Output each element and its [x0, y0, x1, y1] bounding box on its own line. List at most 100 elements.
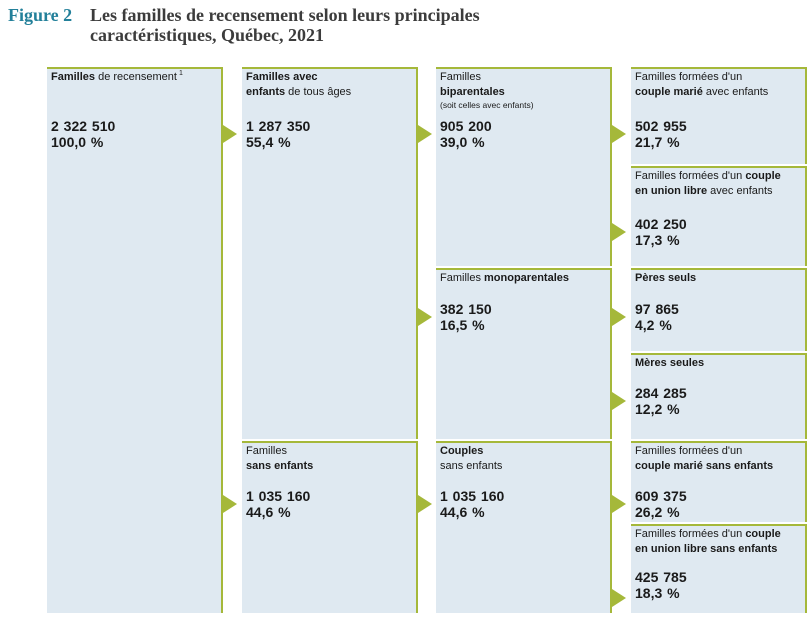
- label-line: Couples: [440, 444, 502, 459]
- label-line: Familles: [440, 70, 534, 85]
- label-bold-text: enfants: [246, 86, 286, 98]
- label-bold-text: monoparentales: [484, 272, 569, 284]
- node-count: 2 322 510: [51, 118, 116, 134]
- node-percent: 44,6 %: [246, 504, 291, 520]
- arrow-right-icon: [418, 125, 432, 143]
- label-text: Familles: [246, 445, 287, 457]
- label-line: couple marié avec enfants: [635, 85, 768, 100]
- arrow-right-icon: [612, 589, 626, 607]
- label-bold-text: couple: [745, 528, 781, 540]
- node-lone-fathers: Pères seuls 97 865 4,2 %: [631, 268, 807, 351]
- label-line: couple marié sans enfants: [635, 459, 773, 474]
- label-line: Familles monoparentales: [440, 271, 569, 286]
- node-label: Familles formées d'un couple en union li…: [635, 527, 781, 557]
- label-text: Familles formées d'un: [635, 528, 746, 540]
- node-percent: 100,0 %: [51, 134, 104, 150]
- node-label: Pères seuls: [635, 271, 696, 286]
- node-values: 284 285 12,2 %: [635, 385, 687, 417]
- node-label: Familles de recensement 1: [51, 70, 183, 85]
- label-line: Familles formées d'un couple: [635, 527, 781, 542]
- label-text: Familles formées d'un: [635, 71, 743, 83]
- footnote-marker: 1: [178, 70, 183, 78]
- label-line: Mères seules: [635, 356, 704, 371]
- label-bold-text: Familles: [51, 71, 96, 83]
- arrow-right-icon: [223, 495, 237, 513]
- node-without-children: Familles sans enfants 1 035 160 44,6 %: [242, 441, 418, 613]
- node-percent: 55,4 %: [246, 134, 291, 150]
- label-bold-text: Familles avec: [246, 71, 318, 83]
- node-count: 425 785: [635, 569, 687, 585]
- label-line: Familles formées d'un couple: [635, 169, 781, 184]
- node-lone-mothers: Mères seules 284 285 12,2 %: [631, 353, 807, 439]
- label-text: Familles: [440, 272, 485, 284]
- node-label: Mères seules: [635, 356, 704, 371]
- label-text: avec enfants: [702, 86, 769, 98]
- node-married-no-children: Familles formées d'un couple marié sans …: [631, 441, 807, 522]
- label-text: de recensement: [95, 71, 177, 83]
- node-percent: 4,2 %: [635, 317, 672, 333]
- node-percent: 21,7 %: [635, 134, 680, 150]
- arrow-right-icon: [612, 495, 626, 513]
- label-bold-text: couple marié sans enfants: [635, 460, 774, 472]
- label-line: Familles formées d'un: [635, 70, 768, 85]
- node-percent: 17,3 %: [635, 232, 680, 248]
- label-text: sans enfants: [440, 460, 503, 472]
- figure-title-line: caractéristiques, Québec, 2021: [90, 25, 324, 45]
- figure-title: Les familles de recensement selon leurs …: [90, 5, 480, 45]
- node-label: Familles monoparentales: [440, 271, 569, 286]
- node-count: 609 375: [635, 488, 687, 504]
- node-label: Familles formées d'un couple marié sans …: [635, 444, 773, 474]
- arrow-right-icon: [612, 392, 626, 410]
- node-count: 382 150: [440, 301, 492, 317]
- node-values: 502 955 21,7 %: [635, 118, 687, 150]
- label-line: enfants de tous âges: [246, 85, 351, 100]
- label-line: en union libre sans enfants: [635, 542, 781, 557]
- node-count: 284 285: [635, 385, 687, 401]
- arrow-right-icon: [612, 125, 626, 143]
- node-label: Familles biparentales (soit celles avec …: [440, 70, 534, 110]
- label-text: Familles: [440, 71, 481, 83]
- label-bold-text: Pères seuls: [635, 272, 697, 284]
- node-values: 402 250 17,3 %: [635, 216, 687, 248]
- arrow-right-icon: [418, 495, 432, 513]
- node-label: Familles avec enfants de tous âges: [246, 70, 351, 100]
- node-values: 609 375 26,2 %: [635, 488, 687, 520]
- arrow-right-icon: [612, 223, 626, 241]
- node-percent: 39,0 %: [440, 134, 485, 150]
- node-count: 1 287 350: [246, 118, 311, 134]
- node-values: 2 322 510 100,0 %: [51, 118, 115, 150]
- node-one-parent: Familles monoparentales 382 150 16,5 %: [436, 268, 612, 439]
- label-bold-text: en union libre sans enfants: [635, 543, 778, 555]
- label-text: de tous âges: [285, 86, 352, 98]
- node-label: Couples sans enfants: [440, 444, 502, 474]
- node-values: 1 035 160 44,6 %: [246, 488, 310, 520]
- arrow-right-icon: [612, 308, 626, 326]
- node-count: 402 250: [635, 216, 687, 232]
- label-bold-text: en union libre: [635, 185, 708, 197]
- label-line: Familles de recensement 1: [51, 70, 183, 85]
- node-with-children: Familles avec enfants de tous âges 1 287…: [242, 67, 418, 439]
- node-values: 905 200 39,0 %: [440, 118, 492, 150]
- node-two-parent: Familles biparentales (soit celles avec …: [436, 67, 612, 266]
- label-bold-text: biparentales: [440, 86, 505, 98]
- figure-number: Figure 2: [8, 5, 73, 25]
- node-census-families: Familles de recensement 1 2 322 510 100,0…: [47, 67, 223, 613]
- label-line: sans enfants: [246, 459, 313, 474]
- node-count: 97 865: [635, 301, 679, 317]
- node-married-with-children: Familles formées d'un couple marié avec …: [631, 67, 807, 164]
- node-label: Familles formées d'un couple en union li…: [635, 169, 781, 199]
- node-count: 905 200: [440, 118, 492, 134]
- node-common-law-with-children: Familles formées d'un couple en union li…: [631, 166, 807, 266]
- node-values: 425 785 18,3 %: [635, 569, 687, 601]
- node-values: 1 035 160 44,6 %: [440, 488, 504, 520]
- label-line: biparentales: [440, 85, 534, 100]
- label-bold-text: Mères seules: [635, 357, 705, 369]
- node-count: 1 035 160: [440, 488, 505, 504]
- node-label: Familles formées d'un couple marié avec …: [635, 70, 768, 100]
- node-common-law-no-children: Familles formées d'un couple en union li…: [631, 524, 807, 613]
- arrow-right-icon: [418, 308, 432, 326]
- node-count: 502 955: [635, 118, 687, 134]
- node-percent: 16,5 %: [440, 317, 485, 333]
- node-values: 382 150 16,5 %: [440, 301, 492, 333]
